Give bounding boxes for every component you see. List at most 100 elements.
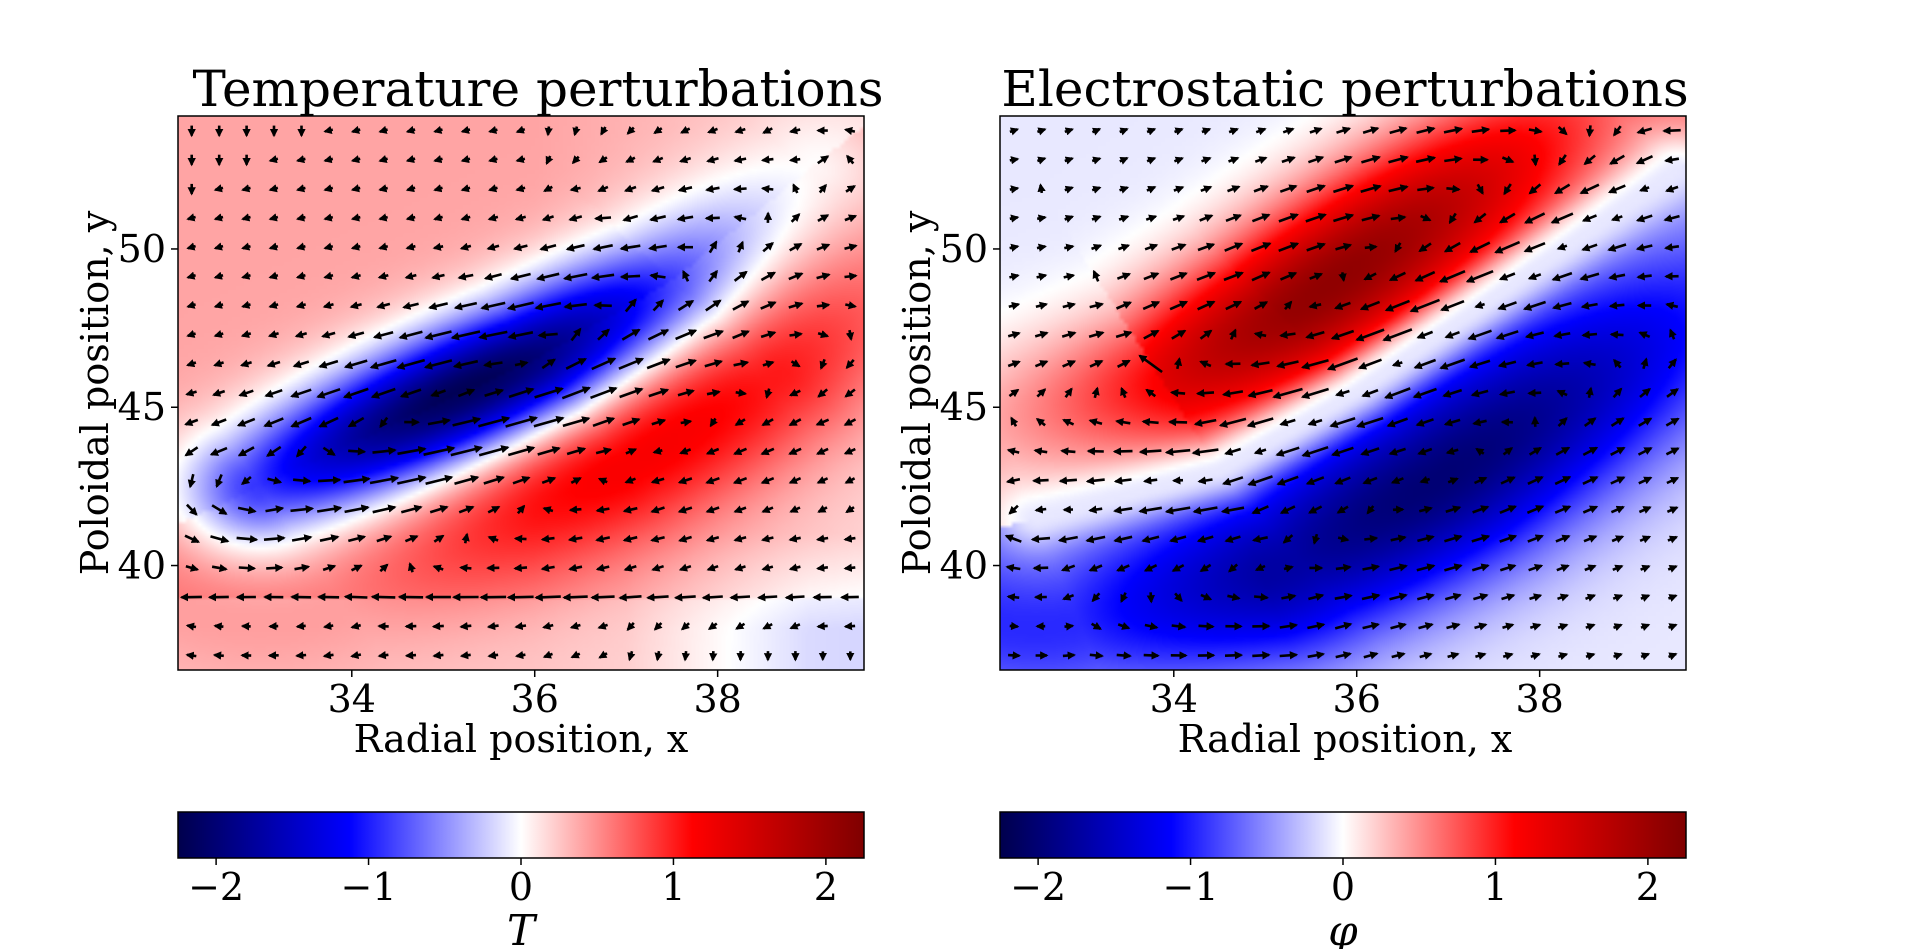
temperature-ylabel: Poloidal position, y xyxy=(73,210,117,575)
quiver-arrow xyxy=(648,388,670,398)
quiver-arrow xyxy=(1279,505,1296,515)
quiver-arrow xyxy=(323,155,334,164)
quiver-arrow xyxy=(1556,389,1568,398)
quiver-arrow xyxy=(732,476,748,485)
quiver-arrow xyxy=(1440,299,1465,312)
quiver-arrow xyxy=(1640,652,1651,661)
colorbar-tick-label: 1 xyxy=(1483,865,1507,909)
quiver-arrow xyxy=(817,388,829,398)
quiver-arrow xyxy=(1444,563,1463,572)
quiver-arrow xyxy=(733,155,747,164)
quiver-arrow xyxy=(1636,272,1652,281)
electrostatic-ylabel: Poloidal position, y xyxy=(895,210,939,575)
quiver-arrow xyxy=(598,650,608,659)
quiver-arrow xyxy=(1138,354,1163,374)
quiver-arrow xyxy=(1473,212,1487,224)
quiver-arrow xyxy=(1333,183,1355,194)
quiver-arrow xyxy=(1174,127,1184,136)
quiver-arrow xyxy=(1224,242,1244,252)
quiver-arrow xyxy=(290,388,312,399)
colorbar-tick-label: −1 xyxy=(1163,865,1219,909)
quiver-arrow xyxy=(400,504,423,514)
quiver-arrow xyxy=(1553,183,1571,195)
quiver-arrow xyxy=(703,329,725,340)
quiver-arrow xyxy=(1034,505,1047,514)
quiver-arrow xyxy=(344,504,370,514)
quiver-arrow xyxy=(1444,155,1463,164)
quiver-arrow xyxy=(1144,243,1159,252)
quiver-arrow xyxy=(1279,651,1299,660)
quiver-arrow xyxy=(1635,155,1654,165)
quiver-arrow xyxy=(1558,154,1567,166)
quiver-arrow xyxy=(1636,126,1653,135)
quiver-arrow xyxy=(1581,243,1598,252)
quiver-arrow xyxy=(676,214,694,223)
quiver-arrow xyxy=(1119,185,1130,194)
quiver-arrow xyxy=(540,563,555,572)
quiver-arrow xyxy=(1528,183,1542,195)
quiver-arrow xyxy=(241,271,251,280)
quiver-arrow xyxy=(1582,505,1599,514)
quiver-arrow xyxy=(1143,329,1160,340)
quiver-arrow xyxy=(1034,330,1049,339)
quiver-arrow xyxy=(1305,212,1327,223)
quiver-arrow xyxy=(1413,358,1437,370)
quiver-arrow xyxy=(652,299,665,312)
quiver-arrow xyxy=(541,476,557,485)
quiver-arrow xyxy=(1005,476,1021,485)
quiver-arrow xyxy=(268,242,279,251)
quiver-arrow xyxy=(1582,476,1599,485)
quiver-arrow xyxy=(350,184,361,193)
quiver-arrow xyxy=(515,155,526,164)
quiver-arrow xyxy=(626,621,636,631)
quiver-arrow xyxy=(290,416,312,428)
quiver-arrow xyxy=(817,330,830,339)
quiver-arrow xyxy=(1201,156,1212,165)
quiver-arrow xyxy=(819,358,828,370)
quiver-arrow xyxy=(1010,416,1019,427)
quiver-arrow xyxy=(1390,476,1404,485)
quiver-arrow xyxy=(1306,184,1326,194)
quiver-arrow xyxy=(1665,447,1680,456)
quiver-arrow xyxy=(506,593,534,602)
quiver-arrow xyxy=(1228,563,1239,573)
quiver-arrow xyxy=(241,213,251,222)
quiver-arrow xyxy=(1666,388,1679,398)
quiver-arrow xyxy=(624,476,636,484)
quiver-arrow xyxy=(1529,593,1543,602)
quiver-arrow xyxy=(1522,300,1547,311)
quiver-arrow xyxy=(266,445,282,457)
quiver-arrow xyxy=(570,650,581,659)
quiver-arrow xyxy=(1037,183,1046,194)
quiver-arrow xyxy=(483,475,505,485)
quiver-arrow xyxy=(1667,535,1679,544)
quiver-arrow xyxy=(1390,213,1407,223)
quiver-arrow xyxy=(295,242,306,251)
quiver-arrow xyxy=(760,476,775,485)
temperature-axes-frame xyxy=(177,115,865,671)
quiver-arrow xyxy=(1254,156,1268,164)
quiver-arrow xyxy=(707,126,718,134)
quiver-arrow xyxy=(1192,506,1218,515)
quiver-arrow xyxy=(1472,505,1490,514)
quiver-arrow xyxy=(1115,301,1133,310)
quiver-arrow xyxy=(1529,622,1542,631)
quiver-arrow xyxy=(316,387,341,399)
quiver-arrow xyxy=(1388,271,1406,282)
quiver-arrow xyxy=(1528,446,1543,456)
quiver-arrow xyxy=(1113,535,1133,544)
quiver-arrow xyxy=(295,651,307,660)
quiver-arrow xyxy=(1364,243,1378,252)
quiver-arrow xyxy=(678,534,692,543)
quiver-arrow xyxy=(1064,215,1075,223)
quiver-arrow xyxy=(322,651,334,660)
quiver-arrow xyxy=(514,621,527,631)
quiver-arrow xyxy=(843,447,856,455)
quiver-arrow xyxy=(350,650,362,660)
quiver-arrow xyxy=(1036,388,1047,398)
quiver-arrow xyxy=(1143,651,1160,660)
quiver-arrow xyxy=(592,243,613,252)
quiver-arrow xyxy=(1006,447,1020,456)
quiver-arrow xyxy=(1064,622,1075,631)
quiver-arrow xyxy=(1355,328,1385,342)
